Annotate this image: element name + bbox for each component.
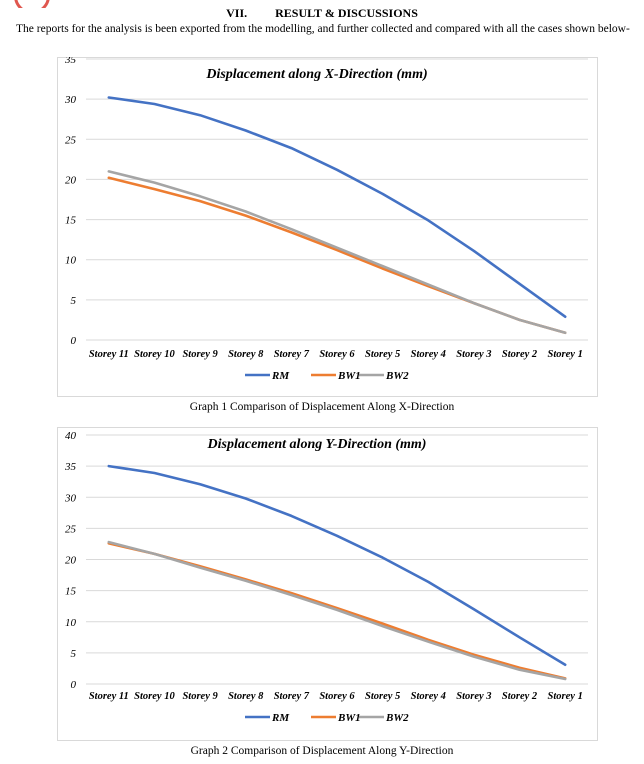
x-tick-label: Storey 6 — [319, 349, 355, 360]
x-tick-label: Storey 3 — [456, 691, 491, 702]
x-tick-label: Storey 9 — [182, 349, 218, 360]
series-line-rm — [107, 96, 567, 319]
x-tick-label: Storey 11 — [89, 691, 129, 702]
section-number: VII. — [226, 6, 248, 20]
y-tick-label: 30 — [64, 94, 77, 106]
x-tick-label: Storey 4 — [411, 349, 446, 360]
y-tick-label: 0 — [71, 679, 77, 691]
y-tick-label: 15 — [65, 586, 77, 598]
chart-title: Displacement along X-Direction (mm) — [205, 67, 427, 82]
section-heading: VII. RESULT & DISCUSSIONS — [0, 6, 644, 21]
chart-title: Displacement along Y-Direction (mm) — [207, 437, 427, 452]
x-tick-label: Storey 2 — [502, 349, 538, 360]
x-tick-label: Storey 5 — [365, 691, 400, 702]
x-tick-label: Storey 6 — [319, 691, 355, 702]
x-tick-label: Storey 4 — [411, 691, 446, 702]
x-tick-label: Storey 11 — [89, 349, 129, 360]
x-displacement-chart: 0 5 10 15 20 25 30 35 Displacement along X-Direc… — [57, 57, 598, 397]
logo-fragment — [0, 0, 60, 8]
x-tick-label: Storey 3 — [456, 349, 491, 360]
legend-label-bw2: BW2 — [385, 712, 409, 724]
x-tick-label: Storey 10 — [134, 349, 175, 360]
y-displacement-chart: 0 5 10 15 20 25 30 35 40 Displacement along Y-Dir… — [57, 427, 598, 741]
y-tick-label: 25 — [65, 523, 77, 535]
y-tick-label: 5 — [71, 648, 77, 660]
y-tick-label: 10 — [65, 255, 77, 267]
y-tick-label: 0 — [71, 335, 77, 347]
x-tick-label: Storey 1 — [548, 691, 583, 702]
series-line-bw2 — [107, 540, 567, 681]
x-tick-label: Storey 7 — [274, 691, 310, 702]
legend-label-bw1: BW1 — [337, 370, 361, 382]
graph-1-caption: Graph 1 Comparison of Displacement Along… — [189, 401, 455, 413]
legend-label-rm: RM — [271, 712, 290, 724]
x-tick-label: Storey 1 — [548, 349, 583, 360]
graph-2-caption: Graph 2 Comparison of Displacement Along… — [190, 745, 454, 757]
series-line-rm — [107, 464, 567, 666]
y-tick-label: 25 — [65, 134, 77, 146]
x-tick-label: Storey 9 — [182, 691, 218, 702]
x-tick-label: Storey 10 — [134, 691, 175, 702]
legend-label-bw1: BW1 — [337, 712, 361, 724]
intro-paragraph: The reports for the analysis is been exp… — [16, 23, 630, 35]
x-tick-label: Storey 8 — [228, 691, 264, 702]
chart-border — [57, 57, 598, 397]
y-tick-label: 35 — [64, 57, 77, 66]
legend-label-rm: RM — [271, 370, 290, 382]
y-tick-label: 20 — [65, 555, 77, 567]
x-tick-label: Storey 7 — [274, 349, 310, 360]
y-tick-label: 30 — [64, 492, 77, 504]
y-tick-label: 15 — [65, 215, 77, 227]
section-title: RESULT & DISCUSSIONS — [275, 6, 418, 20]
x-tick-label: Storey 2 — [502, 691, 538, 702]
y-tick-label: 20 — [65, 174, 77, 186]
chart-border — [57, 427, 598, 741]
chart-svg: 0 5 10 15 20 25 30 35 Displacement along X-Direc… — [57, 57, 598, 397]
series-line-bw2 — [107, 170, 567, 335]
y-tick-label: 10 — [65, 617, 77, 629]
y-tick-label: 40 — [65, 430, 77, 442]
x-tick-label: Storey 5 — [365, 349, 400, 360]
chart-svg: 0 5 10 15 20 25 30 35 40 Displacement along Y-Dir… — [57, 427, 598, 741]
y-tick-label: 35 — [64, 461, 77, 473]
y-tick-label: 5 — [71, 295, 77, 307]
legend-label-bw2: BW2 — [385, 370, 409, 382]
x-tick-label: Storey 8 — [228, 349, 264, 360]
